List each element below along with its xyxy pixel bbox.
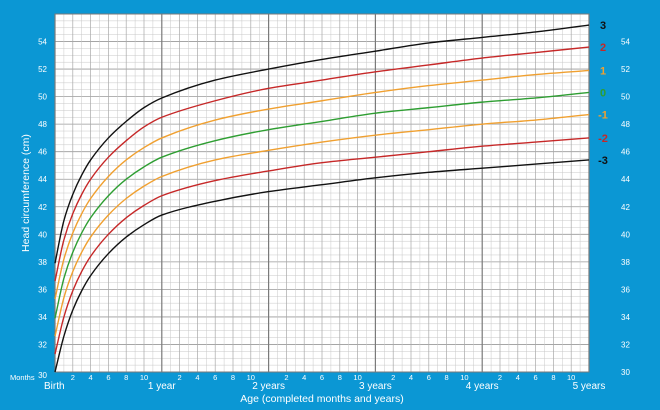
y-axis-right: 30 32 34 36 38 40 42 44 46 48 50 52 54 bbox=[621, 38, 630, 377]
x-month-label: 8 bbox=[551, 373, 555, 382]
series-line-3 bbox=[54, 24, 590, 264]
x-month-label: 6 bbox=[320, 373, 324, 382]
x-axis: Birth 1 year 2 years 3 years 4 years 5 years 2… bbox=[44, 373, 605, 392]
y-tick-label-right: 40 bbox=[621, 230, 630, 239]
x-month-label: 10 bbox=[247, 373, 255, 382]
x-year-label: 2 years bbox=[252, 381, 285, 392]
x-year-label: 4 years bbox=[466, 381, 499, 392]
series-line--2 bbox=[54, 137, 590, 355]
x-unit-label: Months bbox=[10, 373, 35, 382]
series-label-3: 3 bbox=[600, 20, 606, 32]
y-tick-label-right: 44 bbox=[621, 175, 630, 184]
x-month-label: 4 bbox=[195, 373, 199, 382]
y-tick-label: 30 bbox=[38, 371, 47, 380]
y-tick-label: 46 bbox=[38, 148, 47, 157]
series-line-2 bbox=[54, 46, 590, 282]
x-month-label: 4 bbox=[302, 373, 306, 382]
y-tick-label: 52 bbox=[38, 65, 47, 74]
x-month-label: 8 bbox=[231, 373, 235, 382]
x-month-label: 2 bbox=[391, 373, 395, 382]
series-line--3 bbox=[54, 159, 590, 373]
x-month-label: 10 bbox=[460, 373, 468, 382]
y-tick-label: 42 bbox=[38, 203, 47, 212]
x-month-label: 4 bbox=[516, 373, 520, 382]
y-tick-label-right: 52 bbox=[621, 65, 630, 74]
plot-border bbox=[54, 13, 590, 373]
series-line--1 bbox=[54, 113, 590, 337]
y-tick-label-right: 38 bbox=[621, 258, 630, 267]
x-month-label: 10 bbox=[140, 373, 148, 382]
x-year-label: 1 year bbox=[148, 381, 176, 392]
x-year-label: 3 years bbox=[359, 381, 392, 392]
x-month-label: 6 bbox=[427, 373, 431, 382]
y-tick-label: 32 bbox=[38, 340, 47, 349]
y-tick-label: 40 bbox=[38, 230, 47, 239]
x-year-label: Birth bbox=[44, 381, 65, 392]
x-month-label: 6 bbox=[534, 373, 538, 382]
series-label-0: 0 bbox=[600, 87, 606, 99]
x-month-label: 10 bbox=[567, 373, 575, 382]
grid bbox=[54, 13, 590, 373]
x-month-label: 6 bbox=[213, 373, 217, 382]
series-label-1: 1 bbox=[600, 65, 606, 77]
x-month-label: 10 bbox=[353, 373, 361, 382]
x-month-label: 8 bbox=[124, 373, 128, 382]
y-tick-label-right: 36 bbox=[621, 285, 630, 294]
y-tick-label-right: 30 bbox=[621, 368, 630, 377]
y-tick-label-right: 34 bbox=[621, 313, 630, 322]
x-month-label: 8 bbox=[338, 373, 342, 382]
x-month-label: 4 bbox=[409, 373, 413, 382]
y-tick-label-right: 50 bbox=[621, 93, 630, 102]
y-tick-label-right: 32 bbox=[621, 340, 630, 349]
x-month-label: 4 bbox=[89, 373, 93, 382]
series-lines bbox=[54, 24, 590, 373]
y-axis-left: 30 32 34 36 38 40 42 44 46 48 50 52 54 bbox=[38, 38, 47, 380]
y-tick-label: 38 bbox=[38, 258, 47, 267]
series-line-0 bbox=[54, 91, 590, 319]
series-label--1: -1 bbox=[598, 110, 608, 122]
y-axis-title: Head circumference (cm) bbox=[20, 134, 32, 252]
series-labels: 3 2 1 0 -1 -2 -3 bbox=[598, 20, 608, 167]
y-tick-label: 48 bbox=[38, 120, 47, 129]
x-month-label: 2 bbox=[178, 373, 182, 382]
x-month-label: 6 bbox=[106, 373, 110, 382]
y-tick-label-right: 48 bbox=[621, 120, 630, 129]
x-month-label: 8 bbox=[445, 373, 449, 382]
y-tick-label-right: 46 bbox=[621, 148, 630, 157]
x-month-label: 2 bbox=[71, 373, 75, 382]
x-month-label: 2 bbox=[498, 373, 502, 382]
series-label--3: -3 bbox=[598, 155, 608, 167]
y-tick-label: 36 bbox=[38, 285, 47, 294]
series-label--2: -2 bbox=[598, 133, 608, 145]
series-line-1 bbox=[54, 69, 590, 300]
y-tick-label-right: 42 bbox=[621, 203, 630, 212]
y-tick-label: 34 bbox=[38, 313, 47, 322]
y-tick-label: 50 bbox=[38, 93, 47, 102]
x-axis-title: Age (completed months and years) bbox=[240, 393, 403, 405]
x-month-label: 2 bbox=[284, 373, 288, 382]
x-year-label: 5 years bbox=[573, 381, 606, 392]
y-tick-label: 54 bbox=[38, 38, 47, 47]
y-tick-label: 44 bbox=[38, 175, 47, 184]
series-label-2: 2 bbox=[600, 42, 606, 54]
y-tick-label-right: 54 bbox=[621, 38, 630, 47]
